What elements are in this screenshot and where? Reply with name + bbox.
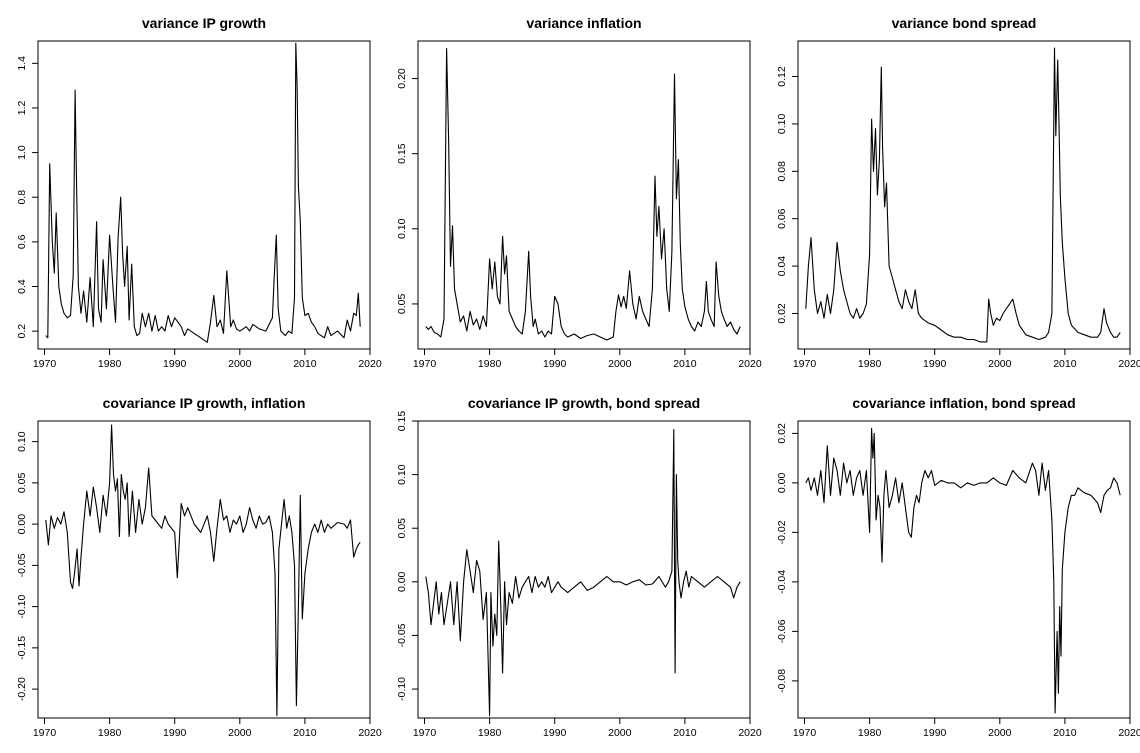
x-tick-label: 2010 — [1053, 358, 1077, 370]
y-tick-label: 0.05 — [16, 472, 28, 493]
x-tick-label: 2010 — [673, 727, 697, 739]
panel-1: variance IP growth 1970 1980 1990 2000 2010 20… — [16, 15, 382, 370]
x-tick-label: 1980 — [478, 358, 502, 370]
series-line — [805, 427, 1121, 714]
y-tick-label: 0.6 — [16, 234, 28, 249]
y-tick-label: 1.0 — [16, 145, 28, 160]
x-tick-label: 1970 — [793, 358, 817, 370]
series-line — [45, 424, 361, 717]
y-tick-label: -0.06 — [776, 619, 788, 643]
y-tick-label: 1.2 — [16, 101, 28, 116]
plot-frame — [37, 40, 371, 350]
x-tick-label: 2000 — [228, 358, 252, 370]
panel-4: covariance IP growth, inflation 1970 1980 1… — [16, 395, 382, 739]
series-line — [425, 429, 741, 717]
x-tick-label: 1970 — [413, 358, 437, 370]
x-tick-label: 1980 — [98, 727, 122, 739]
y-tick-label: 1.4 — [16, 56, 28, 71]
plot-frame — [417, 40, 751, 350]
y-tick-label: 0.2 — [16, 324, 28, 339]
y-tick-label: -0.04 — [776, 570, 788, 594]
x-tick-label: 1980 — [858, 727, 882, 739]
x-tick-label: 2020 — [358, 727, 382, 739]
y-tick-label: 0.02 — [776, 423, 788, 444]
panel-5: covariance IP growth, bond spread 1970 198… — [396, 395, 762, 739]
series-line — [425, 47, 741, 341]
panel-title: covariance inflation, bond spread — [852, 395, 1075, 411]
y-tick-label: -0.10 — [396, 677, 408, 701]
x-tick-label: 2020 — [1118, 727, 1140, 739]
y-tick-label: 0.8 — [16, 190, 28, 205]
x-tick-label: 1970 — [33, 358, 57, 370]
panel-title: covariance IP growth, bond spread — [468, 395, 700, 411]
y-tick-label: -0.02 — [776, 520, 788, 544]
y-tick-label: 0.20 — [396, 68, 408, 89]
x-tick-label: 1990 — [543, 358, 567, 370]
x-tick-label: 1980 — [98, 358, 122, 370]
x-tick-label: 1990 — [163, 358, 187, 370]
x-tick-label: 2010 — [1053, 727, 1077, 739]
x-tick-label: 1980 — [858, 358, 882, 370]
panel-2: variance inflation 1970 1980 1990 2000 2010 20… — [396, 15, 762, 370]
y-tick-label: -0.05 — [16, 553, 28, 577]
x-tick-label: 2010 — [673, 358, 697, 370]
x-tick-label: 1990 — [923, 727, 947, 739]
x-tick-label: 2020 — [358, 358, 382, 370]
y-tick-label: 0.10 — [396, 464, 408, 485]
plot-frame — [417, 420, 751, 719]
y-tick-label: 0.00 — [396, 571, 408, 592]
y-tick-label: 0.06 — [776, 208, 788, 229]
panel-title: variance IP growth — [142, 15, 266, 31]
y-tick-label: 0.10 — [396, 218, 408, 239]
x-tick-label: 1970 — [413, 727, 437, 739]
x-tick-label: 1970 — [33, 727, 57, 739]
y-tick-label: 0.02 — [776, 303, 788, 324]
y-tick-label: 0.10 — [776, 114, 788, 135]
x-tick-label: 2020 — [738, 727, 762, 739]
x-tick-label: 2020 — [1118, 358, 1140, 370]
y-tick-label: 0.12 — [776, 66, 788, 87]
y-tick-label: 0.10 — [16, 431, 28, 452]
x-tick-label: 2000 — [228, 727, 252, 739]
panel-6: covariance inflation, bond spread 1970 198… — [776, 395, 1140, 739]
panel-title: covariance IP growth, inflation — [103, 395, 306, 411]
y-tick-label: 0.15 — [396, 143, 408, 164]
y-tick-label: -0.05 — [396, 623, 408, 647]
x-tick-label: 1970 — [793, 727, 817, 739]
panel-title: variance inflation — [526, 15, 641, 31]
y-tick-label: 0.05 — [396, 518, 408, 539]
x-tick-label: 2000 — [608, 358, 632, 370]
x-tick-label: 1980 — [478, 727, 502, 739]
plot-frame — [37, 420, 371, 719]
x-tick-label: 2010 — [293, 358, 317, 370]
y-tick-label: 0.15 — [396, 411, 408, 432]
x-tick-label: 2020 — [738, 358, 762, 370]
y-tick-label: -0.15 — [16, 636, 28, 660]
series-line — [45, 42, 361, 343]
x-tick-label: 2010 — [293, 727, 317, 739]
y-tick-label: 0.05 — [396, 294, 408, 315]
plot-frame — [797, 420, 1131, 719]
y-tick-label: 0.4 — [16, 279, 28, 294]
y-tick-label: 0.00 — [776, 472, 788, 493]
plot-frame — [797, 40, 1131, 350]
x-tick-label: 1990 — [163, 727, 187, 739]
y-tick-label: 0.00 — [16, 514, 28, 535]
panel-3: variance bond spread 1970 1980 1990 2000 2010… — [776, 15, 1140, 370]
y-tick-label: -0.08 — [776, 669, 788, 693]
y-tick-label: -0.20 — [16, 677, 28, 701]
y-tick-label: 0.08 — [776, 161, 788, 182]
panel-title: variance bond spread — [892, 15, 1037, 31]
y-tick-label: -0.10 — [16, 595, 28, 619]
x-tick-label: 2000 — [608, 727, 632, 739]
series-line — [805, 47, 1121, 343]
x-tick-label: 2000 — [988, 727, 1012, 739]
x-tick-label: 1990 — [923, 358, 947, 370]
y-tick-label: 0.04 — [776, 256, 788, 277]
x-tick-label: 1990 — [543, 727, 567, 739]
x-tick-label: 2000 — [988, 358, 1012, 370]
